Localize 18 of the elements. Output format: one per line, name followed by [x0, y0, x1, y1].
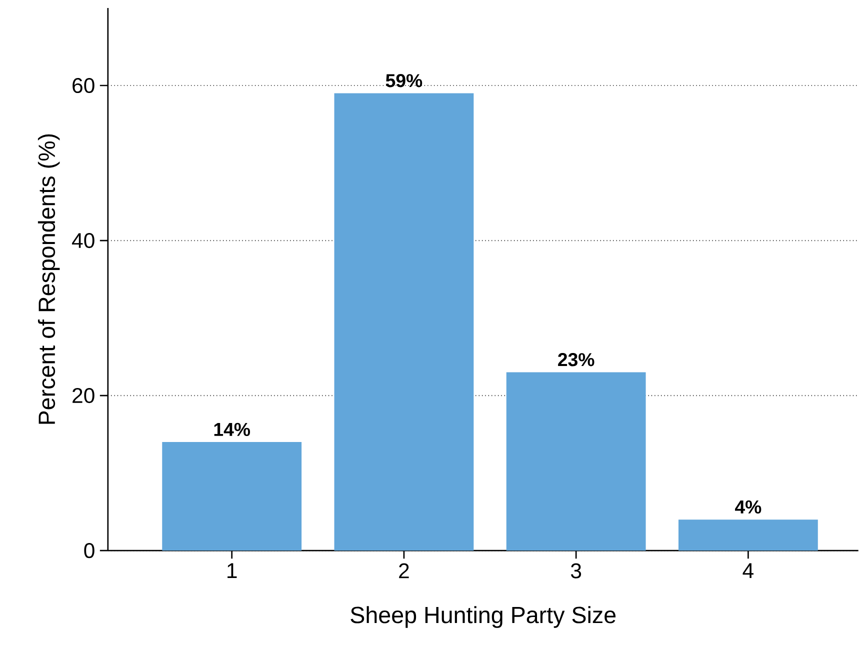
- data-label: 14%: [214, 422, 250, 436]
- bar: [334, 93, 474, 550]
- y-axis-title: Percent of Respondents (%): [38, 134, 60, 424]
- x-tick-label: 1: [228, 563, 237, 578]
- x-tick-label: 4: [742, 563, 754, 578]
- bar: [506, 372, 646, 550]
- y-tick-label: 0: [84, 542, 94, 558]
- x-tick-label: 3: [570, 563, 582, 578]
- bar: [162, 442, 302, 550]
- bar: [678, 519, 818, 550]
- data-label: 59%: [386, 74, 422, 87]
- y-tick-label: 20: [72, 388, 94, 403]
- data-label: 23%: [558, 352, 594, 366]
- data-label: 4%: [735, 500, 762, 514]
- x-tick-label: 2: [399, 563, 409, 578]
- y-tick-label: 60: [72, 78, 94, 93]
- x-axis-title: Sheep Hunting Party Size: [350, 606, 616, 628]
- y-tick-label: 40: [72, 232, 94, 248]
